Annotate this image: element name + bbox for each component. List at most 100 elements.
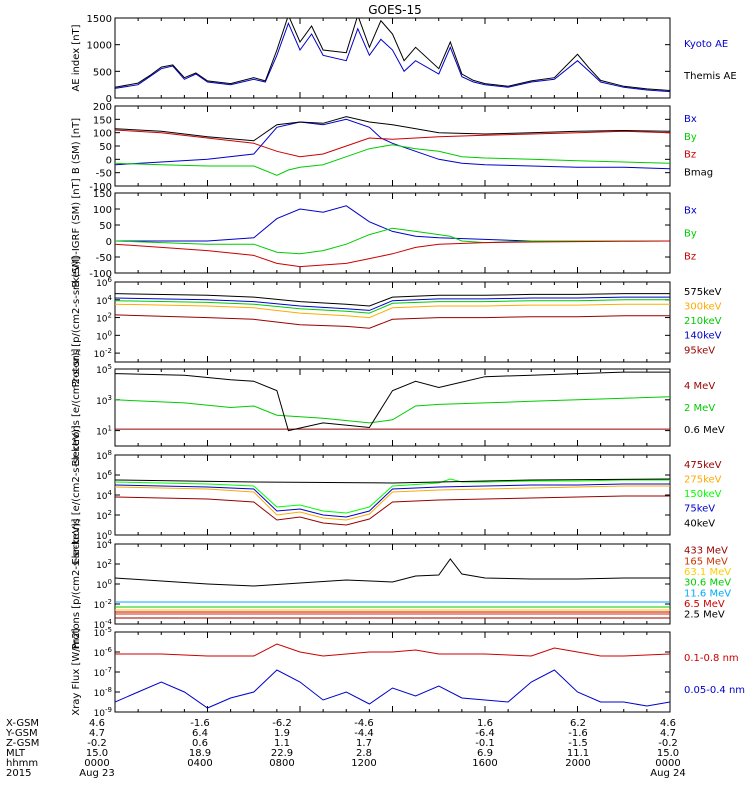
ephemeris-value: 0000 — [655, 758, 680, 769]
series-line-575kev — [115, 293, 670, 307]
legend-by: By — [684, 228, 697, 239]
ephemeris-value: 6.2 — [570, 718, 586, 729]
y-tick-label: -100 — [89, 269, 112, 280]
ephemeris-value: -0.1 — [475, 738, 495, 749]
ephemeris-value: -4.6 — [354, 718, 374, 729]
ephemeris-value: 0800 — [269, 758, 294, 769]
series-line-2-mev — [115, 396, 670, 424]
ephemeris-value: 4.6 — [660, 718, 676, 729]
y-tick-label: 102 — [96, 558, 112, 571]
y-tick-label: 0 — [106, 237, 112, 248]
y-tick-label: 10-4 — [94, 618, 113, 631]
y-tick-label: 100 — [96, 578, 112, 591]
y-axis-label: B (SM) [nT] — [71, 118, 82, 174]
ephemeris-value: 18.9 — [189, 748, 211, 759]
ephemeris-value: 0000 — [84, 758, 109, 769]
panel-1: -100 -50 0 50 100 150 200 B (SM) [nT] Bx By Bz Bmag — [71, 102, 713, 193]
ephemeris-value: -1.6 — [190, 718, 210, 729]
y-tick-label: 103 — [96, 394, 112, 407]
y-tick-label: 106 — [96, 469, 112, 482]
y-tick-label: 100 — [93, 205, 112, 216]
series-line-475kev — [115, 495, 670, 526]
ephemeris-value: -0.2 — [87, 738, 107, 749]
series-line-2-5-mev — [115, 558, 670, 587]
panel-6: 10-4 10-2 100 102 104 Protons [p/(cm2-s-sr-ke… — [71, 519, 731, 650]
series-line-by — [115, 144, 670, 176]
legend-475kev: 475keV — [684, 460, 722, 471]
y-tick-label: 150 — [93, 189, 112, 200]
legend-2-5-mev: 2.5 MeV — [684, 610, 725, 621]
ephemeris-value: -1.6 — [568, 728, 588, 739]
panel-5: 100 102 104 106 108 Electrons [e/(cm2-s-sr-ke… — [71, 425, 722, 564]
series-line-kyoto-ae — [115, 21, 670, 93]
ephemeris-value: 0.6 — [192, 738, 208, 749]
y-tick-label: 102 — [96, 312, 112, 325]
ephemeris-value: 15.0 — [657, 748, 679, 759]
legend-bz: Bz — [684, 251, 696, 262]
y-axis-label: Electrons [e/(cm2-s-sr)] — [71, 348, 82, 466]
ephemeris-value: -4.4 — [354, 728, 374, 739]
series-line-0-6-mev — [115, 371, 670, 432]
y-tick-label: 0 — [106, 155, 112, 166]
legend-75kev: 75keV — [684, 504, 715, 515]
legend-300kev: 300keV — [684, 302, 722, 313]
ephemeris-value: 15.0 — [86, 748, 108, 759]
ephemeris-value: 1600 — [472, 758, 497, 769]
ephemeris-value: 1.1 — [274, 738, 290, 749]
series-line-0-05-0-4-nm — [115, 669, 670, 709]
y-tick-label: -100 — [89, 182, 112, 193]
ephemeris-value: 6.4 — [192, 728, 208, 739]
legend-themis-ae: Themis AE — [683, 71, 737, 82]
y-tick-label: 200 — [93, 102, 112, 113]
series-line-140kev — [115, 296, 670, 311]
legend-275kev: 275keV — [684, 475, 722, 486]
y-tick-label: 150 — [93, 115, 112, 126]
legend-433-mev: 433 MeV — [684, 546, 728, 557]
ephemeris-value: -1.5 — [568, 738, 588, 749]
y-tick-label: 106 — [96, 276, 112, 289]
ephemeris-value: 6.9 — [477, 748, 493, 759]
legend-150kev: 150keV — [684, 489, 722, 500]
series-line-bx — [115, 118, 670, 170]
y-tick-label: 10-8 — [94, 686, 112, 699]
panel-3: 10-2 100 102 104 106 Protons [p/(cm2-s-sr-keV… — [71, 257, 722, 388]
ephemeris-value: Aug 24 — [650, 768, 685, 779]
panel-frame — [114, 17, 671, 99]
y-axis-label: B (SM)-IGRF (SM) [nT] — [71, 178, 82, 287]
series-line-0-1-0-8-nm — [115, 643, 670, 657]
plot-title: GOES-15 — [368, 3, 422, 17]
y-tick-label: 10-5 — [94, 626, 112, 639]
legend-6-5-mev: 6.5 MeV — [684, 599, 725, 610]
ephemeris-row-label: Y-GSM — [5, 728, 38, 739]
ephemeris-value: 4.6 — [89, 718, 105, 729]
panel-7: 10-9 10-8 10-7 10-6 10-5 Xray Flux [W/m2] 0.1-… — [71, 626, 745, 719]
y-tick-label: 50 — [99, 142, 112, 153]
y-tick-label: 10-9 — [94, 706, 112, 719]
y-tick-label: 10-7 — [94, 666, 112, 679]
y-tick-label: 104 — [96, 538, 112, 551]
y-tick-label: 105 — [96, 363, 112, 376]
panel-2: -100 -50 0 50 100 150 B (SM)-IGRF (SM) [nT] Bx B… — [71, 178, 697, 287]
ephemeris-value: -6.4 — [475, 728, 495, 739]
legend-95kev: 95keV — [684, 345, 715, 356]
legend-4-mev: 4 MeV — [684, 381, 715, 392]
y-tick-label: 1000 — [87, 41, 112, 52]
series-line-40kev — [115, 478, 670, 484]
y-axis-label: AE index [nT] — [71, 24, 82, 91]
legend-40kev: 40keV — [684, 518, 715, 529]
series-line-300kev — [115, 303, 670, 319]
legend-0-1-0-8-nm: 0.1-0.8 nm — [684, 653, 739, 664]
y-tick-label: 500 — [93, 67, 112, 78]
y-tick-label: 1500 — [87, 14, 112, 25]
ephemeris-value: 22.9 — [271, 748, 293, 759]
ephemeris-value: 11.1 — [567, 748, 589, 759]
y-tick-label: 50 — [99, 221, 112, 232]
ephemeris-value: 1.7 — [356, 738, 372, 749]
y-axis-label: Xray Flux [W/m2] — [71, 628, 82, 715]
legend-bz: Bz — [684, 150, 696, 161]
legend-2-mev: 2 MeV — [684, 403, 715, 414]
y-tick-label: 100 — [93, 129, 112, 140]
ephemeris-value: 4.7 — [660, 728, 676, 739]
